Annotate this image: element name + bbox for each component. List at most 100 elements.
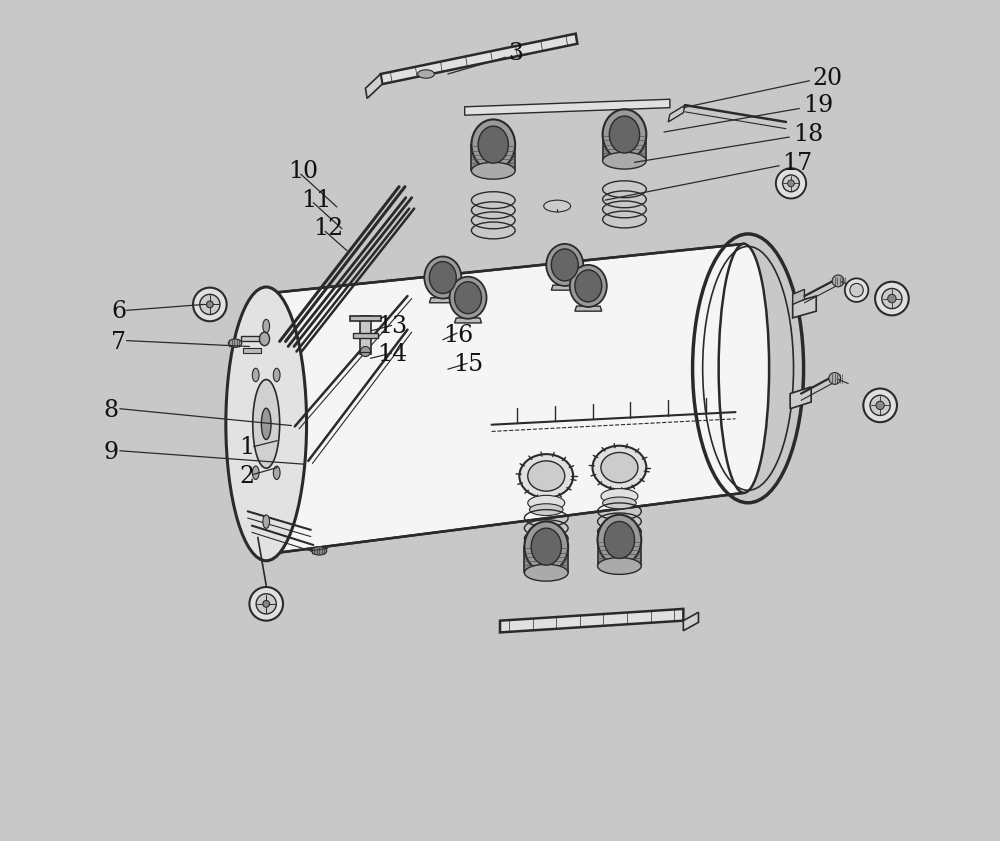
- Polygon shape: [524, 547, 568, 572]
- Ellipse shape: [429, 262, 456, 294]
- Ellipse shape: [252, 466, 259, 479]
- Ellipse shape: [252, 368, 259, 382]
- Text: 3: 3: [508, 42, 523, 66]
- Ellipse shape: [876, 401, 884, 410]
- Ellipse shape: [845, 278, 868, 302]
- Ellipse shape: [603, 109, 646, 160]
- Text: 10: 10: [288, 160, 318, 183]
- Ellipse shape: [850, 283, 863, 297]
- Ellipse shape: [609, 116, 640, 153]
- Polygon shape: [353, 333, 378, 338]
- Polygon shape: [350, 316, 381, 321]
- Ellipse shape: [478, 126, 508, 163]
- Ellipse shape: [228, 339, 242, 347]
- Ellipse shape: [519, 454, 573, 498]
- Polygon shape: [603, 135, 646, 160]
- Ellipse shape: [863, 389, 897, 422]
- Ellipse shape: [528, 495, 565, 510]
- Ellipse shape: [603, 497, 636, 509]
- Polygon shape: [598, 540, 641, 565]
- Ellipse shape: [593, 446, 646, 489]
- Ellipse shape: [888, 294, 896, 303]
- Ellipse shape: [598, 558, 641, 574]
- Text: 8: 8: [103, 399, 118, 422]
- Text: 6: 6: [111, 299, 127, 323]
- Ellipse shape: [263, 320, 270, 333]
- Ellipse shape: [200, 294, 220, 315]
- Ellipse shape: [604, 521, 635, 558]
- Ellipse shape: [544, 200, 571, 212]
- Ellipse shape: [601, 489, 638, 504]
- Ellipse shape: [471, 162, 515, 179]
- Ellipse shape: [598, 515, 641, 565]
- Ellipse shape: [603, 152, 646, 169]
- Ellipse shape: [450, 277, 487, 319]
- Ellipse shape: [226, 287, 307, 561]
- Ellipse shape: [882, 288, 902, 309]
- Ellipse shape: [832, 275, 844, 287]
- Polygon shape: [583, 288, 593, 307]
- Ellipse shape: [263, 515, 270, 528]
- Polygon shape: [243, 348, 261, 353]
- Ellipse shape: [259, 332, 270, 346]
- Text: 20: 20: [813, 66, 843, 90]
- Ellipse shape: [471, 119, 515, 170]
- Polygon shape: [463, 299, 473, 319]
- Ellipse shape: [263, 600, 270, 607]
- Polygon shape: [551, 285, 578, 290]
- Ellipse shape: [524, 564, 568, 581]
- Ellipse shape: [273, 368, 280, 382]
- Text: 12: 12: [313, 217, 344, 241]
- Polygon shape: [683, 612, 698, 631]
- Ellipse shape: [206, 301, 213, 308]
- Polygon shape: [360, 316, 371, 354]
- Ellipse shape: [570, 265, 607, 307]
- Ellipse shape: [424, 257, 461, 299]
- Text: 14: 14: [377, 343, 407, 367]
- Text: 11: 11: [302, 188, 332, 212]
- Ellipse shape: [193, 288, 227, 321]
- Ellipse shape: [776, 168, 806, 198]
- Ellipse shape: [829, 373, 841, 384]
- Polygon shape: [365, 74, 382, 98]
- Text: 7: 7: [111, 331, 126, 354]
- Ellipse shape: [261, 408, 271, 440]
- Ellipse shape: [719, 244, 769, 493]
- Polygon shape: [241, 336, 265, 341]
- Ellipse shape: [360, 346, 370, 357]
- Ellipse shape: [455, 282, 481, 314]
- Polygon shape: [455, 318, 481, 323]
- Polygon shape: [793, 296, 816, 318]
- Ellipse shape: [312, 547, 327, 555]
- Polygon shape: [575, 306, 602, 311]
- Text: 13: 13: [377, 315, 407, 338]
- Polygon shape: [560, 267, 570, 286]
- Ellipse shape: [601, 452, 638, 483]
- Polygon shape: [790, 387, 811, 409]
- Polygon shape: [429, 298, 456, 303]
- Text: 18: 18: [793, 123, 823, 146]
- Ellipse shape: [256, 594, 276, 614]
- Polygon shape: [438, 279, 448, 299]
- Polygon shape: [793, 289, 804, 304]
- Polygon shape: [500, 609, 683, 632]
- Ellipse shape: [531, 528, 561, 565]
- Ellipse shape: [249, 587, 283, 621]
- Ellipse shape: [546, 244, 583, 286]
- Ellipse shape: [870, 395, 890, 415]
- Text: 17: 17: [783, 151, 813, 175]
- Ellipse shape: [875, 282, 909, 315]
- Text: 2: 2: [239, 464, 254, 488]
- Ellipse shape: [788, 180, 794, 187]
- Ellipse shape: [529, 504, 563, 516]
- Ellipse shape: [418, 70, 434, 78]
- Ellipse shape: [273, 466, 280, 479]
- Ellipse shape: [253, 379, 280, 468]
- Ellipse shape: [783, 175, 799, 192]
- Polygon shape: [668, 105, 685, 122]
- Text: 15: 15: [453, 353, 483, 377]
- Polygon shape: [465, 99, 670, 115]
- Ellipse shape: [524, 521, 568, 572]
- Text: 16: 16: [443, 324, 473, 347]
- Ellipse shape: [551, 249, 578, 281]
